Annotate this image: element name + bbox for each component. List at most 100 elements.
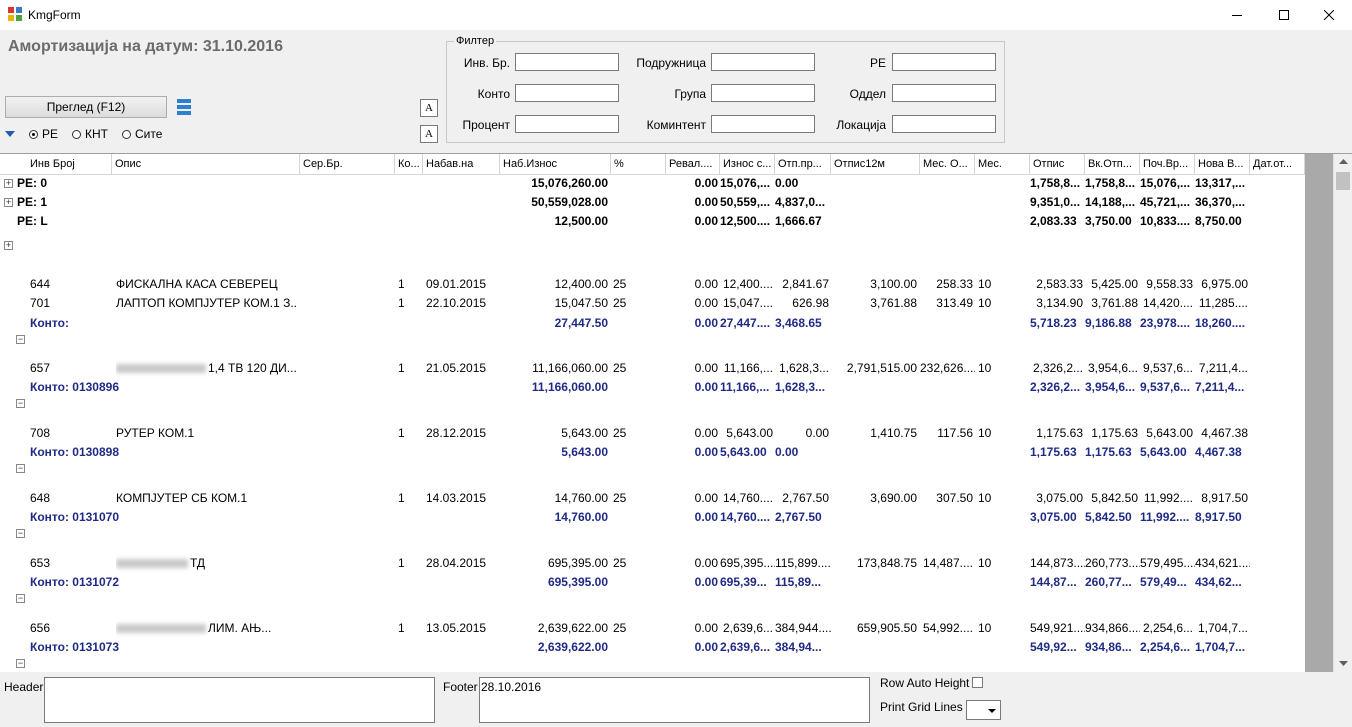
table-row[interactable]: 701 ЛАПТОП КОМПЈУТЕР КОМ.1 З... 1 22.10.201… bbox=[0, 294, 1305, 313]
filter-inv-input[interactable] bbox=[515, 53, 619, 71]
filter-partner-input[interactable] bbox=[711, 115, 815, 133]
column-header[interactable]: Поч.Вр... bbox=[1140, 154, 1195, 174]
table-row[interactable]: 644 ФИСКАЛНА КАСА СЕВЕРЕЦ 1 09.01.2015 12,40… bbox=[0, 275, 1305, 294]
radio-knt[interactable]: КНТ bbox=[72, 127, 108, 141]
radio-label: Сите bbox=[135, 127, 163, 141]
dropdown-triangle-icon[interactable] bbox=[5, 130, 15, 138]
subtotal-row[interactable]: Конто: 0130896 11,166,060.00 0.00 11,166,..… bbox=[0, 378, 1305, 397]
grid-cell: 2,639,622.00 bbox=[537, 640, 608, 654]
collapse-row[interactable]: − bbox=[0, 527, 1305, 546]
grid-cell: 3,075.00 bbox=[1030, 510, 1077, 524]
collapse-icon[interactable]: − bbox=[16, 463, 25, 473]
expand-icon[interactable]: + bbox=[4, 240, 13, 250]
grid-cell: 11,166,... bbox=[720, 380, 770, 394]
grid-cell: 5,643.00 bbox=[726, 426, 773, 440]
minimize-button[interactable] bbox=[1214, 0, 1260, 30]
layers-icon[interactable] bbox=[175, 98, 193, 116]
row-auto-height-checkbox[interactable] bbox=[972, 677, 983, 688]
collapse-row[interactable]: − bbox=[0, 333, 1305, 352]
table-row[interactable]: 708 РУТЕР КОМ.1 1 28.12.2015 5,643.00 25 0.00 5… bbox=[0, 424, 1305, 443]
grid-cell: 3,761.88 bbox=[1091, 296, 1138, 310]
grid-cell: 659,905.50 bbox=[856, 621, 917, 635]
column-header[interactable]: Мес. О... bbox=[920, 154, 975, 174]
filter-location-input[interactable] bbox=[892, 115, 996, 133]
group-row[interactable]: + РЕ: 0 15,076,260.00 0.00 15,076,... 0.00 1,7… bbox=[0, 174, 1305, 193]
column-header[interactable]: Набав.на bbox=[423, 154, 500, 174]
grid-cell: 934,86... bbox=[1085, 640, 1132, 654]
grid-cell: 1 bbox=[398, 621, 405, 635]
minimize-icon bbox=[1232, 15, 1242, 16]
collapse-row[interactable]: − bbox=[0, 657, 1305, 672]
filter-label-partner: Коминтент bbox=[646, 118, 706, 132]
table-row[interactable]: 656 ЛИМ. АЊ... 1 13.05.2015 2,639,622.00 25 0.… bbox=[0, 619, 1305, 638]
collapse-icon[interactable]: − bbox=[16, 334, 25, 344]
column-header[interactable]: Износ с... bbox=[720, 154, 775, 174]
column-header[interactable]: Дат.от... bbox=[1250, 154, 1305, 174]
column-header[interactable]: Вк.Отп... bbox=[1085, 154, 1140, 174]
filter-konto-input[interactable] bbox=[515, 84, 619, 102]
group-row[interactable]: + РЕ: 1 50,559,028.00 0.00 50,559,... 4,837,0… bbox=[0, 193, 1305, 212]
collapse-row[interactable]: − bbox=[0, 462, 1305, 481]
radio-site[interactable]: Сите bbox=[122, 127, 162, 141]
filter-dept-input[interactable] bbox=[892, 84, 996, 102]
chevron-down-icon bbox=[988, 709, 996, 713]
collapse-icon[interactable]: − bbox=[16, 398, 25, 408]
collapse-row[interactable]: − bbox=[0, 592, 1305, 611]
collapse-row[interactable]: − bbox=[0, 397, 1305, 416]
column-header[interactable]: Ко... bbox=[395, 154, 423, 174]
font-header-button[interactable]: A bbox=[420, 99, 438, 117]
table-row[interactable]: 657 1,4 ТВ 120 ДИ... 1 21.05.2015 11,166,060… bbox=[0, 359, 1305, 378]
column-header[interactable]: Наб.Износ bbox=[500, 154, 611, 174]
grid-cell: 1,4 ТВ 120 ДИ... bbox=[116, 359, 296, 378]
collapse-icon[interactable]: − bbox=[16, 528, 25, 538]
group-row[interactable]: РЕ: L 12,500.00 0.00 12,500.... 1,666.67 2,08… bbox=[0, 212, 1305, 231]
data-grid[interactable]: Инв Број Опис Сер.Бр. Ко... Набав.на Наб.Изно… bbox=[0, 153, 1352, 672]
grid-cell: 3,750.00 bbox=[1085, 214, 1132, 228]
column-header[interactable]: Сер.Бр. bbox=[300, 154, 395, 174]
expand-icon[interactable]: + bbox=[4, 197, 13, 207]
table-row[interactable]: 648 КОМПЈУТЕР СБ КОМ.1 1 14.03.2015 14,760.0… bbox=[0, 489, 1305, 508]
column-header[interactable]: Нова В... bbox=[1195, 154, 1250, 174]
scroll-down-icon[interactable] bbox=[1334, 655, 1352, 671]
preview-button[interactable]: Преглед (F12) bbox=[5, 96, 167, 118]
column-header[interactable]: Отп.пр... bbox=[775, 154, 831, 174]
vertical-scrollbar[interactable] bbox=[1333, 154, 1352, 672]
table-row[interactable]: 653 ТД 1 28.04.2015 695,395.00 25 0.00 695,395.… bbox=[0, 554, 1305, 573]
radio-re[interactable]: РЕ bbox=[29, 127, 58, 141]
grid-cell: 307.50 bbox=[936, 491, 973, 505]
column-header[interactable]: Ревал.... bbox=[666, 154, 720, 174]
grid-cell: Конто: 0131072 bbox=[30, 575, 119, 589]
grid-cell: 3,468.65 bbox=[775, 316, 822, 330]
collapse-icon[interactable]: − bbox=[16, 593, 25, 603]
filter-group-input[interactable] bbox=[711, 84, 815, 102]
filter-percent-input[interactable] bbox=[515, 115, 619, 133]
filter-re-input[interactable] bbox=[892, 53, 996, 71]
subtotal-row[interactable]: Конто: 0131073 2,639,622.00 0.00 2,639,6...… bbox=[0, 638, 1305, 657]
footer-label: Footer bbox=[443, 680, 478, 694]
header-textbox[interactable] bbox=[44, 677, 435, 723]
filter-label-branch: Подружница bbox=[636, 56, 706, 70]
font-grid-button[interactable]: A bbox=[420, 125, 438, 143]
expand-row[interactable]: + bbox=[0, 236, 1305, 255]
subtotal-row[interactable]: Конто: 0131072 695,395.00 0.00 695,39... 115… bbox=[0, 573, 1305, 592]
print-grid-lines-select[interactable] bbox=[966, 700, 1001, 720]
column-header[interactable]: Отпис12м bbox=[831, 154, 920, 174]
scroll-up-icon[interactable] bbox=[1334, 154, 1352, 170]
grid-cell: 3,075.00 bbox=[1036, 491, 1083, 505]
expand-icon[interactable]: + bbox=[4, 178, 13, 188]
footer-textbox[interactable]: 28.10.2016 bbox=[479, 677, 870, 723]
close-button[interactable] bbox=[1306, 0, 1352, 30]
maximize-button[interactable] bbox=[1261, 0, 1307, 30]
collapse-icon[interactable]: − bbox=[16, 658, 25, 668]
scrollbar-thumb[interactable] bbox=[1336, 172, 1350, 190]
filter-branch-input[interactable] bbox=[711, 53, 815, 71]
column-header[interactable]: % bbox=[611, 154, 666, 174]
subtotal-row[interactable]: Конто: 27,447.50 0.00 27,447.... 3,468.65 5,7… bbox=[0, 314, 1305, 333]
column-header[interactable]: Отпис bbox=[1030, 154, 1085, 174]
font-icon: A bbox=[425, 128, 433, 140]
column-header[interactable]: Мес. bbox=[975, 154, 1030, 174]
subtotal-row[interactable]: Конто: 0131070 14,760.00 0.00 14,760.... 2,7… bbox=[0, 508, 1305, 527]
subtotal-row[interactable]: Конто: 0130898 5,643.00 0.00 5,643.00 0.00 1,… bbox=[0, 443, 1305, 462]
column-header[interactable]: Инв Број bbox=[0, 154, 112, 174]
column-header[interactable]: Опис bbox=[112, 154, 300, 174]
